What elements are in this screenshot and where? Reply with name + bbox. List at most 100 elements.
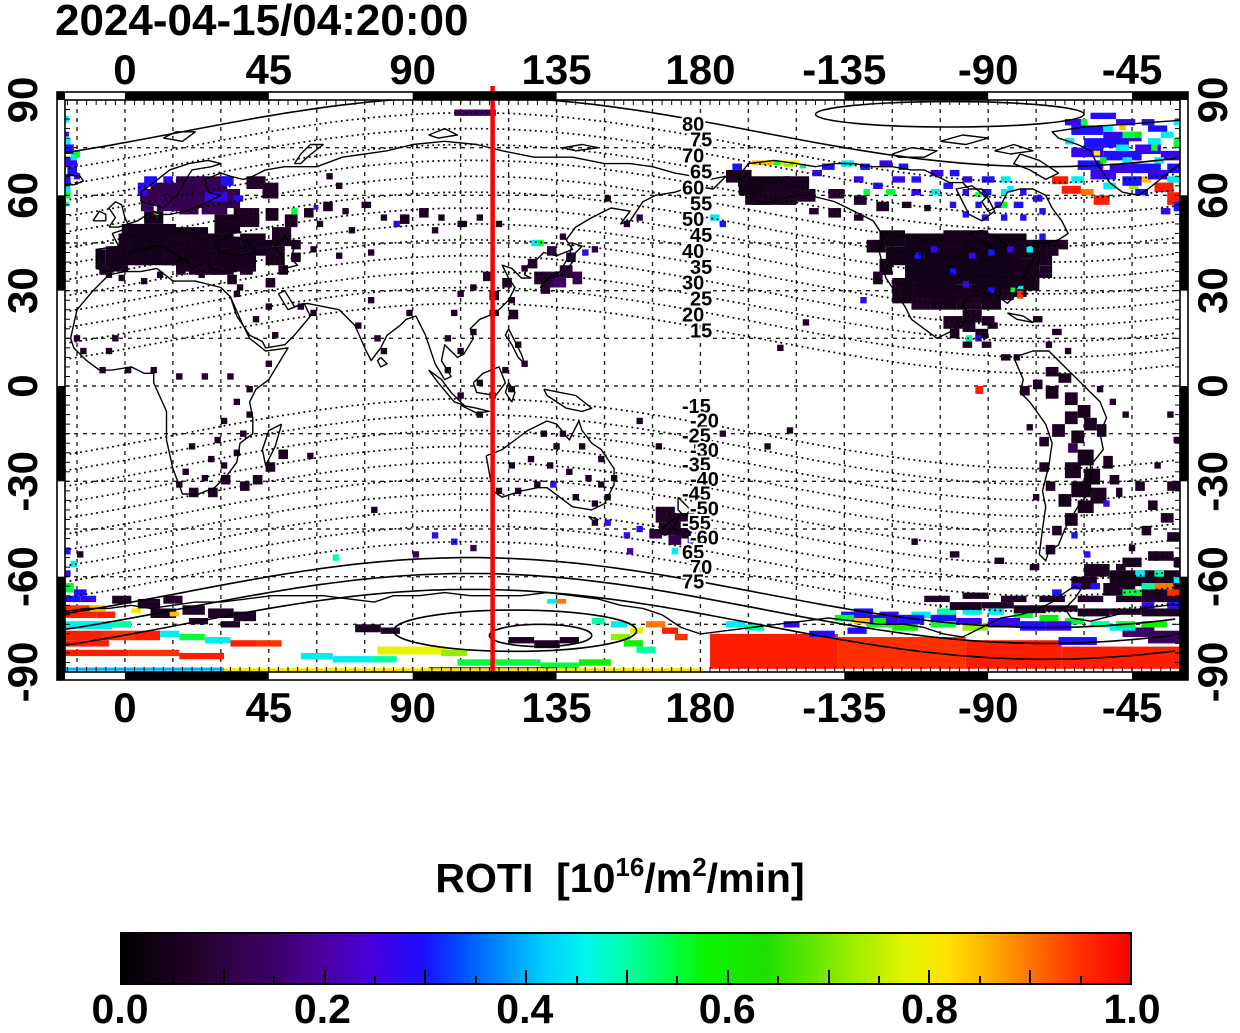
roti-cell	[1090, 621, 1110, 628]
colorbar-minor-tick	[172, 976, 175, 983]
roti-cell	[1064, 617, 1085, 625]
roti-cell	[1096, 386, 1104, 393]
roti-cell	[310, 246, 317, 253]
roti-cell	[981, 188, 992, 196]
roti-cell	[911, 176, 922, 183]
magnetic-contour	[65, 111, 1176, 184]
coastline	[95, 233, 237, 273]
roti-cell	[658, 522, 679, 536]
roti-cell	[371, 656, 397, 663]
roti-cell	[256, 640, 282, 647]
map-frame	[56, 91, 1189, 681]
roti-cell	[1061, 185, 1081, 194]
roti-cell	[310, 309, 317, 317]
roti-cell	[1148, 138, 1161, 145]
roti-cell	[265, 208, 279, 221]
roti-cell	[1103, 125, 1113, 132]
roti-cell	[1100, 157, 1107, 164]
roti-cell	[975, 328, 989, 339]
roti-cell	[153, 212, 157, 216]
coastline	[1013, 350, 1108, 562]
roti-cell	[1020, 188, 1027, 196]
roti-cell	[1154, 551, 1174, 561]
roti-cell	[911, 297, 931, 310]
roti-cell	[892, 624, 918, 631]
roti-cell	[866, 239, 886, 253]
roti-cell	[1058, 373, 1072, 383]
roti-cell	[1071, 176, 1085, 183]
lat-axis-label-left: 90	[0, 77, 46, 124]
roti-cell	[313, 204, 319, 210]
roti-cell	[262, 182, 279, 199]
roti-cell	[546, 598, 557, 604]
lat-axis-label-right: 30	[1189, 267, 1236, 314]
roti-cell	[873, 617, 886, 625]
roti-cell	[598, 455, 605, 463]
roti-cell	[591, 617, 605, 625]
roti-cell	[1016, 285, 1024, 290]
roti-cell	[150, 608, 177, 618]
roti-cell	[124, 366, 132, 374]
lat-axis-label-left: 60	[0, 172, 46, 219]
coastline	[261, 423, 283, 467]
roti-cell	[610, 633, 631, 641]
roti-cell	[502, 277, 512, 288]
roti-cell	[220, 474, 231, 485]
roti-cell	[623, 532, 631, 539]
roti-cell	[527, 455, 535, 463]
roti-cell	[847, 627, 867, 634]
roti-cell	[1122, 157, 1133, 164]
roti-cell	[393, 220, 400, 228]
roti-cell	[610, 621, 627, 628]
colorbar-minor-tick	[827, 970, 830, 983]
roti-cell	[1116, 119, 1136, 126]
colorbar-minor-tick	[676, 976, 679, 983]
roti-cell	[176, 373, 183, 380]
roti-cell	[550, 481, 557, 488]
roti-cell	[176, 265, 186, 275]
roti-cell	[623, 220, 631, 228]
roti-cell	[1052, 424, 1065, 437]
roti-cell	[163, 176, 173, 183]
roti-cell	[230, 640, 257, 647]
roti-cell	[578, 443, 586, 450]
roti-cell	[233, 398, 241, 406]
roti-cell	[431, 532, 439, 539]
roti-cell	[1119, 125, 1126, 131]
roti-cell	[188, 487, 199, 498]
roti-cell	[208, 608, 234, 618]
colorbar-minor-tick	[374, 976, 376, 983]
roti-cell	[530, 239, 538, 247]
roti-cell	[1141, 525, 1152, 536]
roti-cell	[885, 188, 896, 196]
roti-cell	[1071, 481, 1091, 498]
lat-axis-label-right: -60	[1189, 546, 1236, 607]
frame-segment	[412, 672, 557, 680]
roti-cell	[988, 322, 998, 329]
roti-cell	[332, 554, 340, 561]
magnetic-latitude-contours	[65, 100, 1176, 661]
roti-cell	[783, 621, 800, 628]
roti-cell	[988, 608, 1005, 615]
roti-cell	[1154, 182, 1174, 193]
roti-cell	[1148, 595, 1180, 603]
roti-cell	[457, 347, 464, 355]
roti-cell	[300, 652, 333, 660]
magnetic-contour	[65, 207, 1176, 279]
lat-axis-label-right: -90	[1189, 642, 1236, 703]
roti-cell	[65, 144, 74, 155]
roti-cell	[176, 176, 209, 193]
roti-cell	[1068, 443, 1078, 453]
roti-cell	[355, 624, 381, 633]
roti-cell	[457, 290, 464, 298]
coastline	[65, 585, 1180, 638]
colorbar-title-exponent: 16	[615, 852, 645, 882]
roti-cell	[1109, 474, 1120, 485]
roti-cell	[1061, 646, 1180, 669]
roti-cell	[924, 204, 931, 212]
colorbar-minor-tick	[626, 970, 628, 983]
roti-cell	[1103, 150, 1142, 161]
lon-axis-label-top: 180	[665, 46, 735, 93]
roti-cell	[1122, 176, 1142, 186]
roti-cell	[1093, 150, 1101, 156]
